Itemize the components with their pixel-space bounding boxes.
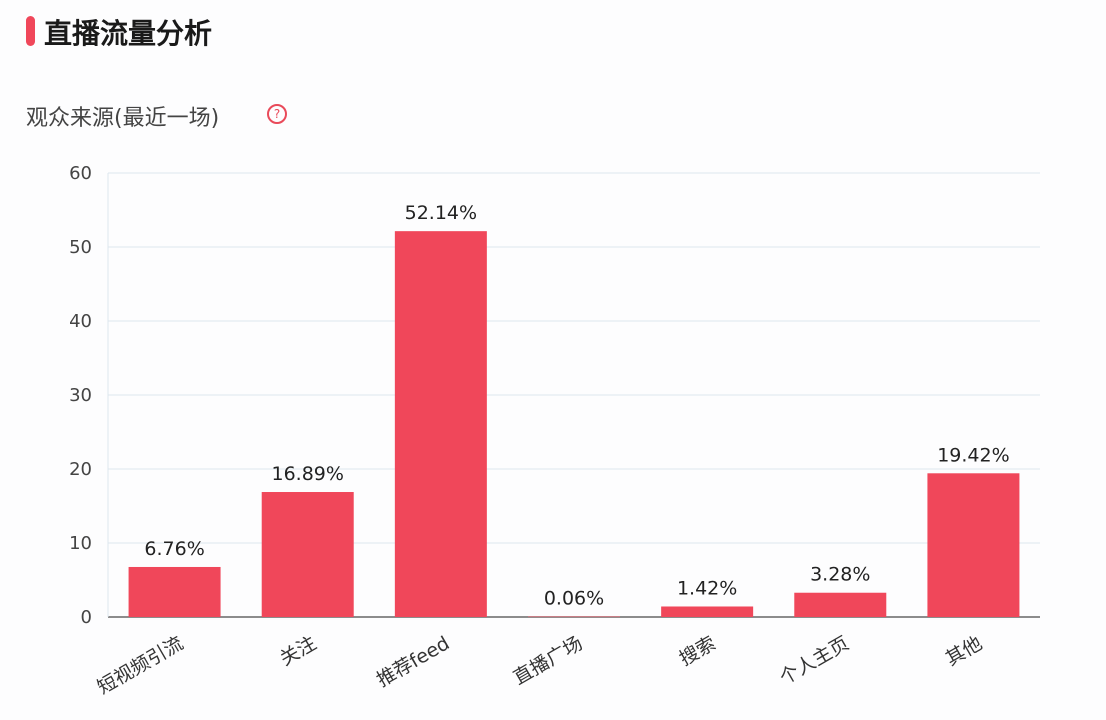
bar [528, 616, 620, 618]
bar [661, 606, 754, 617]
x-tick-label: 关注 [276, 632, 320, 670]
x-tick-label: 搜索 [676, 632, 720, 670]
y-tick-label: 10 [69, 533, 92, 554]
y-tick-label: 30 [69, 385, 92, 406]
x-tick-label: 个人主页 [776, 632, 853, 689]
bar [794, 592, 887, 617]
x-tick-label: 推荐feed [373, 632, 453, 691]
title-accent-bar [26, 16, 35, 46]
bar [261, 492, 354, 617]
data-label: 16.89% [271, 463, 343, 485]
bar [394, 231, 487, 617]
chart-subtitle: 观众来源(最近一场) [26, 106, 220, 131]
y-tick-label: 50 [69, 237, 92, 258]
question-circle-icon[interactable]: ? [267, 104, 287, 124]
y-tick-label: 60 [69, 163, 92, 184]
data-label: 0.06% [544, 588, 604, 610]
data-label: 19.42% [937, 444, 1009, 466]
x-tick-label: 其他 [942, 632, 986, 670]
bar [128, 566, 221, 617]
y-tick-label: 20 [69, 459, 92, 480]
x-tick-label: 直播广场 [510, 632, 587, 689]
y-tick-label: 0 [81, 607, 92, 628]
x-tick-label: 短视频引流 [94, 632, 187, 699]
bar [927, 473, 1020, 617]
y-tick-label: 40 [69, 311, 92, 332]
page-title: 直播流量分析 [44, 17, 213, 50]
data-label: 6.76% [144, 538, 204, 560]
data-label: 1.42% [677, 577, 737, 599]
data-label: 52.14% [405, 202, 477, 224]
data-label: 3.28% [810, 564, 870, 586]
